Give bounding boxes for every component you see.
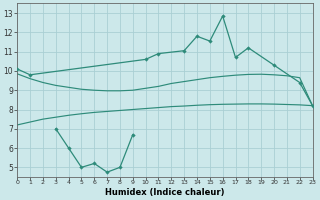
X-axis label: Humidex (Indice chaleur): Humidex (Indice chaleur): [105, 188, 225, 197]
